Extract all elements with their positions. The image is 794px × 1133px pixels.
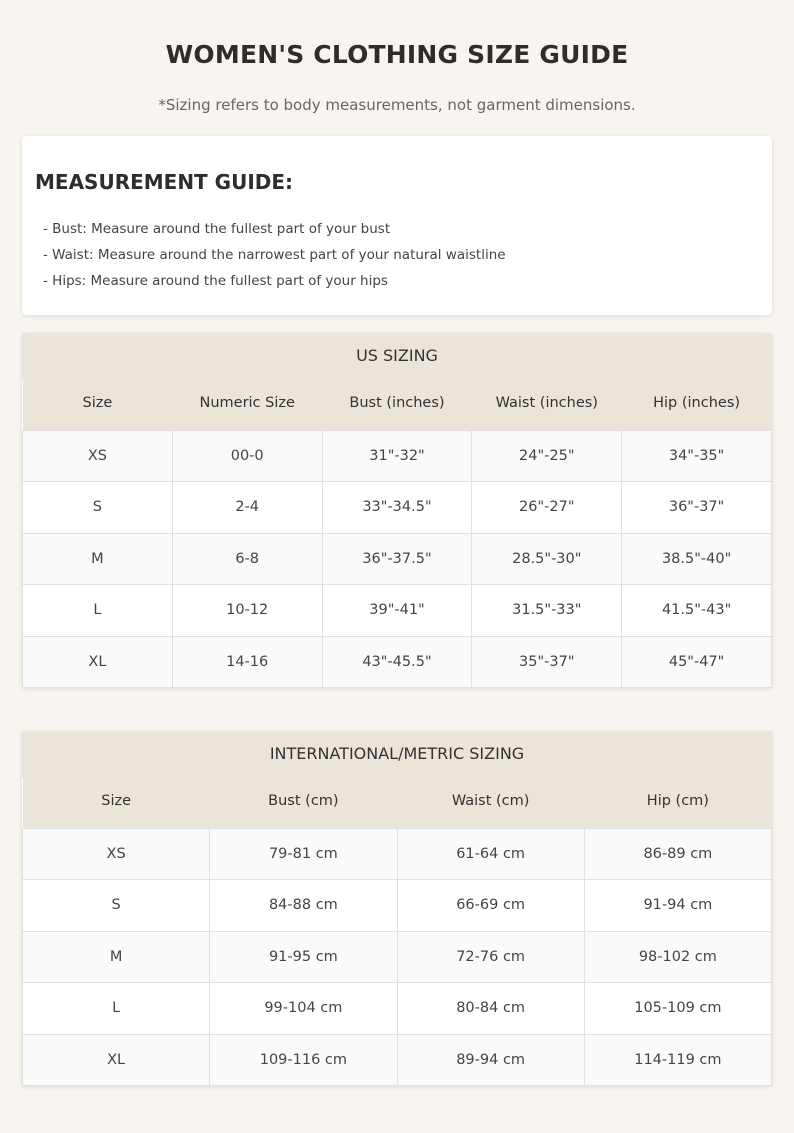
table-cell: 41.5"-43" — [621, 584, 772, 637]
table-row: XL 109-116 cm 89-94 cm 114-119 cm — [21, 1033, 773, 1086]
table-cell: 35"-37" — [471, 635, 623, 688]
table-cell: 105-109 cm — [583, 982, 773, 1035]
guide-item-bust: - Bust: Measure around the fullest part … — [43, 221, 391, 237]
table-cell: 91-94 cm — [583, 879, 773, 932]
table-cell: 89-94 cm — [396, 1033, 585, 1086]
table-cell: M — [22, 532, 173, 585]
column-header: Bust (inches) — [322, 380, 472, 430]
table-cell: XS — [21, 827, 211, 880]
table-cell: 80-84 cm — [396, 982, 585, 1035]
table-cell: 91-95 cm — [209, 930, 398, 983]
guide-item-hips: - Hips: Measure around the fullest part … — [43, 273, 388, 289]
table-row: S 84-88 cm 66-69 cm 91-94 cm — [21, 879, 773, 932]
table-cell: 61-64 cm — [396, 827, 585, 880]
table-title: US SIZING — [22, 333, 772, 380]
table-title: INTERNATIONAL/METRIC SIZING — [22, 731, 772, 778]
table-cell: 6-8 — [171, 532, 323, 585]
measurement-guide: MEASUREMENT GUIDE: - Bust: Measure aroun… — [22, 136, 772, 315]
column-header: Waist (cm) — [397, 778, 585, 828]
table: Size Numeric Size Bust (inches) Waist (inch… — [22, 380, 772, 688]
table-row: S 2-4 33"-34.5" 26"-27" 36"-37" — [22, 481, 772, 534]
table-cell: 33"-34.5" — [321, 481, 473, 534]
table-row: XS 79-81 cm 61-64 cm 86-89 cm — [21, 827, 773, 880]
column-header: Size — [22, 380, 173, 430]
table-cell: M — [21, 930, 211, 983]
table-cell: 24"-25" — [471, 429, 623, 482]
table-cell: 45"-47" — [621, 635, 772, 688]
guide-item-waist: - Waist: Measure around the narrowest pa… — [43, 247, 506, 263]
table-cell: 34"-35" — [621, 429, 772, 482]
table-cell: 36"-37.5" — [321, 532, 473, 585]
table-cell: 86-89 cm — [583, 827, 773, 880]
table-cell: 36"-37" — [621, 481, 772, 534]
table-cell: 114-119 cm — [583, 1033, 773, 1086]
table-cell: 31"-32" — [321, 429, 473, 482]
column-header: Hip (cm) — [584, 778, 772, 828]
table-cell: XL — [22, 635, 173, 688]
header-row: Size Numeric Size Bust (inches) Waist (inch… — [22, 380, 772, 430]
table-cell: XS — [22, 429, 173, 482]
column-header: Size — [22, 778, 210, 828]
column-header: Bust (cm) — [209, 778, 397, 828]
table-cell: 39"-41" — [321, 584, 473, 637]
header-row: Size Bust (cm) Waist (cm) Hip (cm) — [22, 778, 772, 828]
table-cell: 72-76 cm — [396, 930, 585, 983]
table-row: M 6-8 36"-37.5" 28.5"-30" 38.5"-40" — [22, 532, 772, 585]
table-cell: 26"-27" — [471, 481, 623, 534]
table-row: L 10-12 39"-41" 31.5"-33" 41.5"-43" — [22, 584, 772, 637]
table-cell: 31.5"-33" — [471, 584, 623, 637]
table-cell: L — [22, 584, 173, 637]
table-cell: 98-102 cm — [583, 930, 773, 983]
page-subtitle: *Sizing refers to body measurements, not… — [158, 96, 636, 114]
table-cell: 10-12 — [171, 584, 323, 637]
table-cell: 00-0 — [171, 429, 323, 482]
table: Size Bust (cm) Waist (cm) Hip (cm) XS 79-81 … — [21, 778, 773, 1086]
table-cell: S — [22, 481, 173, 534]
table-cell: 109-116 cm — [209, 1033, 398, 1086]
column-header: Waist (inches) — [471, 380, 622, 430]
page-title: WOMEN'S CLOTHING SIZE GUIDE — [165, 40, 629, 69]
column-header: Numeric Size — [172, 380, 323, 430]
table-cell: L — [21, 982, 211, 1035]
international-sizing-table: INTERNATIONAL/METRIC SIZING Size Bust (cm… — [21, 731, 773, 1086]
guide-heading: MEASUREMENT GUIDE: — [35, 170, 294, 194]
table-row: XL 14-16 43"-45.5" 35"-37" 45"-47" — [22, 635, 772, 688]
table-row: L 99-104 cm 80-84 cm 105-109 cm — [21, 982, 773, 1035]
table-cell: XL — [21, 1033, 211, 1086]
table-cell: 84-88 cm — [209, 879, 398, 932]
table-cell: 38.5"-40" — [621, 532, 772, 585]
table-cell: 79-81 cm — [209, 827, 398, 880]
guide-list: - Bust: Measure around the fullest part … — [35, 216, 759, 294]
table-cell: 28.5"-30" — [471, 532, 623, 585]
table-cell: 2-4 — [171, 481, 323, 534]
table-cell: 43"-45.5" — [321, 635, 473, 688]
table-row: M 91-95 cm 72-76 cm 98-102 cm — [21, 930, 773, 983]
us-sizing-table: US SIZING Size Numeric Size Bust (inches) W… — [22, 333, 772, 688]
column-header: Hip (inches) — [621, 380, 772, 430]
table-cell: 14-16 — [171, 635, 323, 688]
table-cell: S — [21, 879, 211, 932]
table-cell: 99-104 cm — [209, 982, 398, 1035]
table-row: XS 00-0 31"-32" 24"-25" 34"-35" — [22, 429, 772, 482]
table-cell: 66-69 cm — [396, 879, 585, 932]
